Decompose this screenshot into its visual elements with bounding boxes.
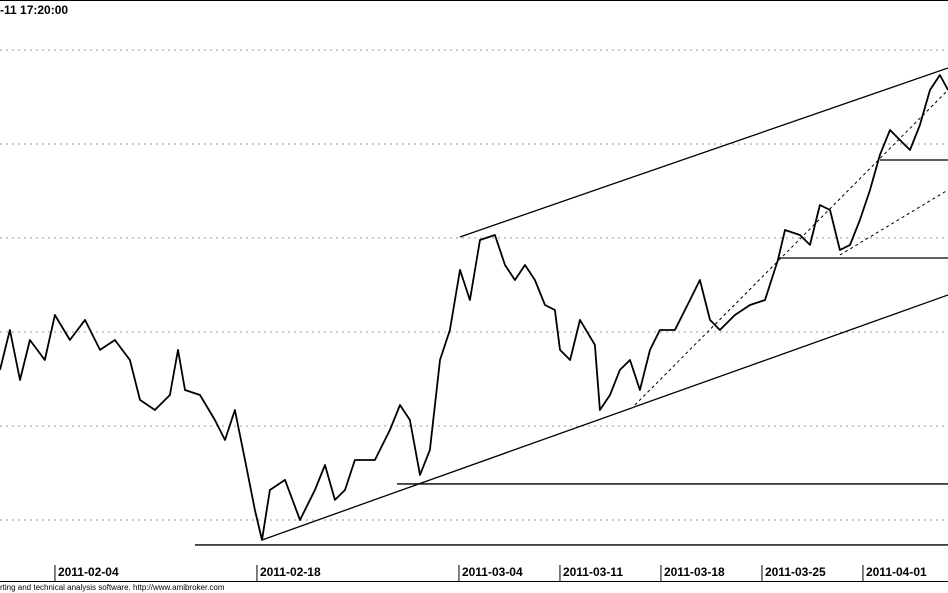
x-tick-label: 2011-03-04 [462,565,523,579]
x-tick-label: 2011-03-25 [765,565,826,579]
x-tick-label: 2011-04-01 [866,565,927,579]
x-tick-label: 2011-03-18 [664,565,725,579]
footer: rting and technical analysis software. h… [0,583,225,592]
x-tick-label: 2011-02-04 [58,565,119,579]
x-tick-label: 2011-02-18 [260,565,321,579]
chart-title: -11 17:20:00 [0,3,68,17]
trend-line [459,67,948,238]
x-tick-label: 2011-03-11 [563,565,623,579]
price-line [0,74,948,541]
trend-line [261,294,948,541]
trend-line [634,89,948,406]
